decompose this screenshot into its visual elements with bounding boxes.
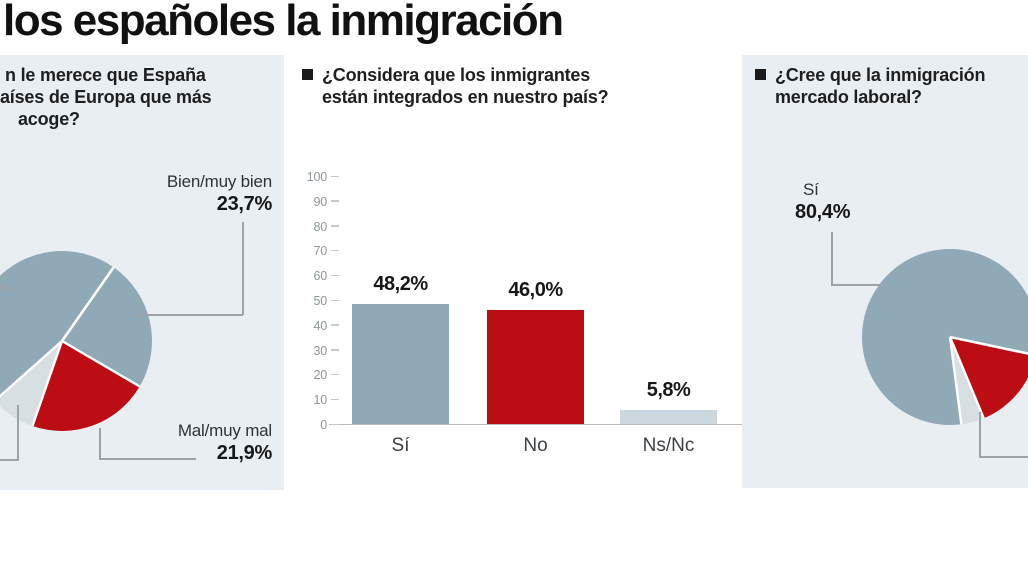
page-title: los españoles la inmigración [3, 0, 564, 45]
callout-line-nsnc-horizontal [0, 459, 18, 461]
callout-line-mal-vertical [99, 428, 101, 460]
pie-slice-Mal/muy mal [32, 341, 140, 431]
callout-line-nsnc-vertical [17, 405, 19, 461]
label-mal-muy-mal: Mal/muy mal 21,9% [178, 421, 272, 465]
panel-middle-bars: ¿Considera que los inmigrantes están inte… [291, 55, 743, 490]
label-mal-name: Mal/muy mal [177, 421, 272, 440]
y-axis-tick-label: 20 [313, 368, 327, 383]
panel-right-pie: ¿Cree que la inmigración mercado laboral?… [742, 55, 1028, 488]
y-axis-tick-mark [331, 175, 339, 177]
callout-line-mal-horizontal [99, 458, 196, 460]
y-axis-tick-mark [331, 200, 339, 202]
pie-chart-right [862, 249, 1028, 425]
y-axis-tick-mark [331, 373, 339, 376]
y-axis-tick-mark [331, 349, 339, 351]
bar-value-label: 46,0% [508, 278, 563, 301]
question-middle: ¿Considera que los inmigrantes están inte… [322, 64, 609, 108]
question-line: ¿Considera que los inmigrantes [322, 65, 591, 85]
y-axis-tick-mark [331, 274, 339, 277]
bullet-square-icon [302, 69, 313, 80]
bar-value-label: 48,2% [373, 273, 428, 296]
question-line: n le merece que España [5, 65, 206, 85]
label-si: Sí 80,4% [795, 180, 851, 224]
bar-No [487, 309, 584, 424]
question-right: ¿Cree que la inmigración mercado laboral? [775, 64, 985, 108]
callout-line-no-vertical [979, 412, 981, 458]
pie-slice-segment-3 [0, 251, 114, 397]
y-axis-tick-label: 30 [313, 343, 327, 358]
label-bien-name: Bien/muy bien [166, 172, 272, 191]
question-line: acoge? [18, 109, 80, 129]
question-line: aíses de Europa que más [0, 87, 212, 107]
y-axis-tick-mark [331, 225, 339, 227]
bullet-square-icon [755, 69, 766, 80]
y-axis-tick-label: 100 [306, 170, 327, 184]
question-left: n le merece que España aíses de Europa qu… [0, 64, 212, 130]
pie-slice-Sí [862, 249, 1028, 425]
question-line: están integrados en nuestro país? [322, 87, 609, 107]
y-axis-tick-mark [331, 299, 339, 301]
x-axis-category-label: No [523, 435, 548, 456]
callout-line-bien-vertical [242, 222, 244, 315]
panel-left-pie: n le merece que España aíses de Europa qu… [0, 55, 284, 490]
label-si-name: Sí [803, 180, 819, 199]
y-axis-tick-mark [331, 324, 339, 326]
x-axis-line [329, 423, 742, 425]
pie-slice-divider [948, 336, 985, 419]
y-axis-tick-mark [331, 398, 339, 401]
pie-slice-divider [31, 340, 64, 427]
bar-Ns/Nc [620, 409, 717, 424]
y-axis-tick-mark [331, 423, 339, 425]
y-axis-tick-label: 90 [313, 194, 327, 209]
y-axis-tick-label: 80 [313, 219, 327, 234]
pie-slice-divider [61, 266, 115, 342]
label-si-pct: 80,4% [795, 201, 851, 223]
pie-slice-segment-2 [0, 341, 62, 427]
bar-chart: 0 10 20 30 40 50 60 70 80 90 100 48,2% Sí 46,0% No 5,8%… [307, 170, 742, 456]
pie-slice-segment-0 [950, 337, 1028, 419]
label-bien-muy-bien: Bien/muy bien 23,7% [167, 172, 272, 216]
y-axis-tick-label: 70 [313, 244, 327, 259]
x-axis-category-label: Ns/Nc [642, 435, 695, 456]
pie-chart-left [0, 251, 152, 431]
x-axis-category-label: Sí [391, 435, 410, 456]
question-line: mercado laboral? [775, 87, 922, 107]
pie-slice-divider [948, 336, 963, 425]
y-axis-tick-label: 40 [313, 318, 327, 333]
y-axis-tick-label: 50 [313, 294, 327, 308]
y-axis-tick-mark [331, 249, 339, 252]
label-bien-pct: 23,7% [216, 193, 273, 215]
callout-line-si-horizontal [831, 284, 891, 286]
pie-slice-Bien/muy bien [62, 267, 152, 387]
y-axis-tick-label: 60 [313, 269, 327, 284]
callout-line-si-vertical [831, 232, 833, 286]
bar-value-label: 5,8% [646, 378, 691, 401]
callout-line-no-horizontal [979, 456, 1028, 458]
pie-slice-divider [61, 339, 141, 388]
y-axis-tick-label: 10 [313, 393, 327, 408]
y-axis-tick-label: 0 [320, 418, 327, 432]
question-line: ¿Cree que la inmigración [775, 65, 986, 85]
pie-slice-divider [949, 335, 1028, 355]
label-mal-pct: 21,9% [216, 442, 273, 464]
pie-slice-divider [0, 340, 63, 398]
bar-Sí [352, 304, 449, 424]
callout-line-bien-horizontal [133, 314, 243, 316]
